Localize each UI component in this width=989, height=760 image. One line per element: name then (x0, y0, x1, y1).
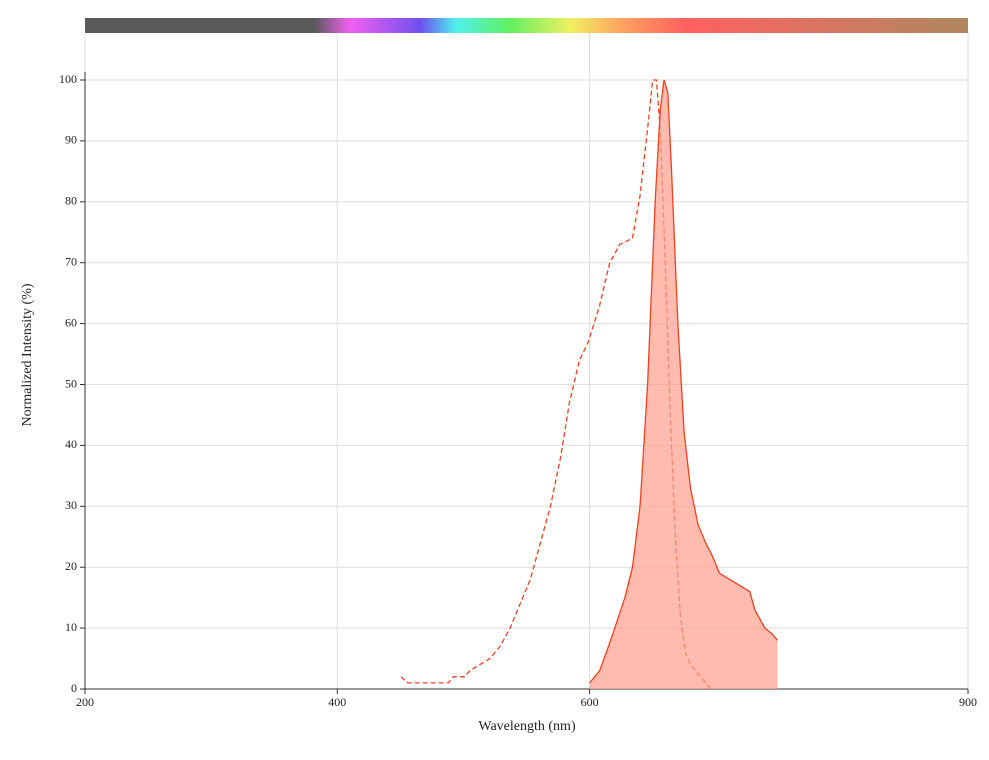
x-tick-label: 900 (959, 695, 977, 709)
x-tick-label: 600 (581, 695, 599, 709)
y-tick-label: 50 (65, 376, 77, 390)
y-tick-label: 90 (65, 133, 77, 147)
x-tick-label: 200 (76, 695, 94, 709)
y-tick-label: 60 (65, 315, 77, 329)
y-tick-label: 80 (65, 194, 77, 208)
x-axis-title: Wavelength (nm) (478, 719, 576, 734)
y-tick-label: 20 (65, 559, 77, 573)
y-axis-title: Normalized Intensity (%) (20, 283, 35, 426)
spectrum-bar (85, 18, 968, 33)
y-tick-label: 0 (71, 681, 77, 695)
y-tick-label: 10 (65, 620, 77, 634)
y-tick-label: 100 (59, 72, 77, 86)
line (589, 79, 779, 684)
y-tick-label: 70 (65, 254, 77, 268)
x-tick-label: 400 (328, 695, 346, 709)
y-tick-label: 30 (65, 498, 77, 512)
y-tick-label: 40 (65, 437, 77, 451)
